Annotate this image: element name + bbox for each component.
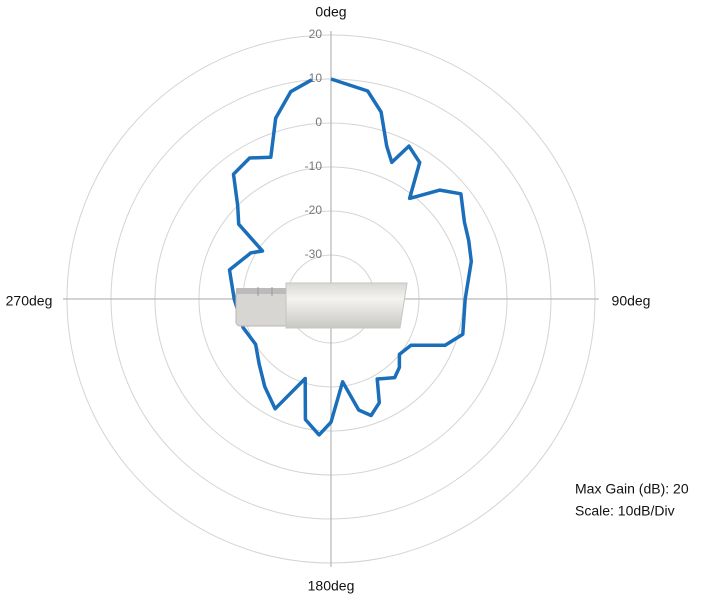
antenna-image	[235, 282, 408, 329]
pattern-line	[227, 77, 474, 437]
annotation: Max Gain (dB): 20	[575, 481, 689, 497]
r-tick-label: 20	[309, 27, 323, 41]
angle-tick-label: 180deg	[308, 578, 355, 594]
annotation: Scale: 10dB/Div	[575, 503, 675, 519]
r-tick-label: -10	[305, 159, 323, 173]
r-tick-label: -30	[305, 247, 323, 261]
angle-tick-label: 270deg	[6, 293, 53, 309]
grid: -30 -20 -10 0 10 20 0deg 90deg 180deg 270deg	[6, 4, 651, 594]
r-tick-label: 10	[309, 71, 323, 85]
r-tick-label: -20	[305, 203, 323, 217]
plot	[227, 77, 474, 437]
r-tick-label: 0	[315, 115, 322, 129]
angle-tick-label: 0deg	[315, 4, 346, 20]
angle-tick-label: 90deg	[612, 293, 651, 309]
